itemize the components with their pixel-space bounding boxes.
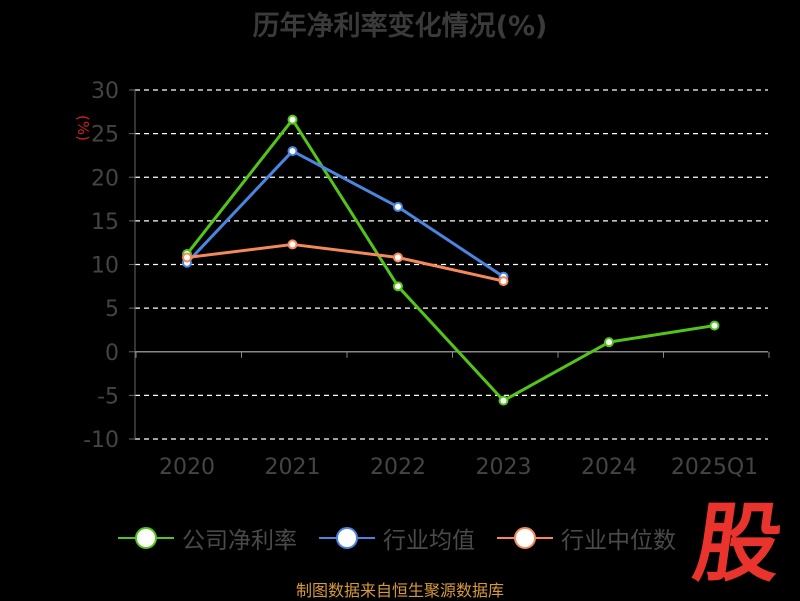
data-point[interactable] xyxy=(287,239,298,250)
y-axis-label: (%) xyxy=(74,115,92,141)
data-point[interactable] xyxy=(287,146,298,157)
y-tick-label: 5 xyxy=(105,297,119,322)
legend-label: 行业均值 xyxy=(383,528,475,554)
data-point[interactable] xyxy=(182,252,192,263)
legend-label: 行业中位数 xyxy=(561,528,676,554)
legend-label: 公司净利率 xyxy=(182,528,297,554)
legend-swatch-industry-mean xyxy=(319,526,375,550)
x-tick-label: 2025Q1 xyxy=(671,455,758,480)
series-2 xyxy=(182,146,509,282)
y-tick-label: 25 xyxy=(91,123,119,148)
legend-item-industry-mean[interactable]: 行业均值 xyxy=(319,521,475,555)
series-1 xyxy=(182,114,720,406)
grid-lines xyxy=(135,89,768,440)
y-tick-label: -5 xyxy=(97,384,119,409)
data-point[interactable] xyxy=(498,395,509,406)
y-tick-label: 0 xyxy=(105,341,119,366)
data-point[interactable] xyxy=(393,281,403,292)
x-tick-label: 2023 xyxy=(476,455,532,480)
x-tick-label: 2024 xyxy=(581,455,637,480)
x-tick-label: 2020 xyxy=(159,455,215,480)
y-tick-label: 30 xyxy=(91,79,119,104)
data-point[interactable] xyxy=(604,337,614,348)
legend-item-industry-median[interactable]: 行业中位数 xyxy=(497,521,676,555)
legend-swatch-company xyxy=(118,526,174,550)
y-tick-label: 10 xyxy=(91,254,119,279)
y-tick-label: -10 xyxy=(83,428,119,453)
data-point[interactable] xyxy=(393,201,403,212)
series-line xyxy=(185,118,715,403)
y-tick-labels: 30 25 20 15 10 5 0 -5 -10 xyxy=(83,79,119,453)
data-point[interactable] xyxy=(287,114,298,125)
chart-title: 历年净利率变化情况(%) xyxy=(252,11,548,42)
series-3 xyxy=(182,239,509,287)
legend: 公司净利率 行业均值 行业中位数 xyxy=(118,518,698,558)
legend-swatch-industry-median xyxy=(497,526,553,550)
series-line xyxy=(186,242,504,283)
data-point[interactable] xyxy=(498,276,509,287)
x-tick-labels: 2020 2021 2022 2023 2024 2025Q1 xyxy=(159,455,758,480)
x-tick-label: 2021 xyxy=(265,455,321,480)
series-line xyxy=(185,149,505,278)
data-source-note: 制图数据来自恒生聚源数据库 xyxy=(295,581,504,600)
legend-item-company[interactable]: 公司净利率 xyxy=(118,521,297,555)
data-point[interactable] xyxy=(393,252,403,263)
data-point[interactable] xyxy=(709,320,720,331)
x-tick-label: 2022 xyxy=(370,455,426,480)
y-tick-label: 20 xyxy=(91,166,119,191)
y-tick-label: 15 xyxy=(91,210,119,235)
series-group xyxy=(182,114,720,406)
axes xyxy=(129,89,770,440)
